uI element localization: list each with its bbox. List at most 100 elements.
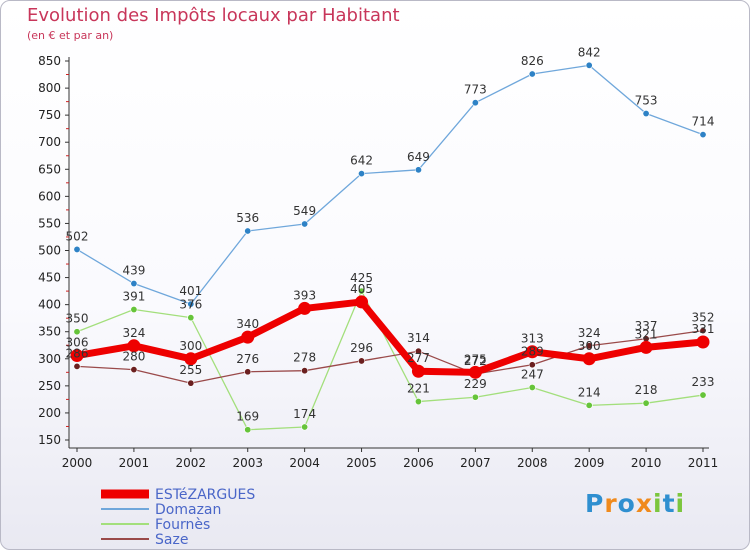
data-point (414, 398, 422, 406)
x-tick-label: 2001 (119, 456, 150, 470)
data-label: 278 (293, 351, 316, 365)
logo-letter: i (675, 489, 686, 518)
chart-title: Evolution des Impôts locaux par Habitant (27, 5, 400, 26)
logo-letter: x (635, 489, 653, 518)
data-label: 275 (464, 352, 487, 366)
data-label: 331 (692, 322, 715, 336)
data-point (184, 352, 198, 366)
data-point (355, 295, 369, 309)
data-point (414, 166, 422, 174)
data-label: 289 (521, 345, 544, 359)
chart-subtitle: (en € et par an) (27, 29, 114, 42)
data-label: 502 (66, 229, 89, 243)
data-point (582, 352, 596, 366)
data-point (130, 306, 138, 314)
data-label: 340 (236, 317, 259, 331)
data-point (642, 399, 650, 407)
data-point (301, 423, 309, 431)
data-label: 276 (236, 352, 259, 366)
logo-letter: t (662, 489, 676, 518)
data-point (699, 327, 707, 335)
logo-letter: r (604, 489, 618, 518)
logo-letter: o (617, 489, 636, 518)
data-point (585, 61, 593, 69)
data-point (301, 367, 309, 375)
y-tick-label: 600 (38, 189, 61, 203)
data-label: 255 (179, 363, 202, 377)
legend-label: ESTéZARGUES (155, 487, 255, 503)
data-label: 401 (179, 284, 202, 298)
data-label: 313 (521, 332, 544, 346)
y-tick-label: 550 (38, 216, 61, 230)
data-point (585, 401, 593, 409)
data-point (414, 347, 422, 355)
y-tick-label: 500 (38, 244, 61, 258)
data-label: 549 (293, 204, 316, 218)
y-tick-label: 700 (38, 135, 61, 149)
data-point (471, 99, 479, 107)
data-label: 753 (635, 94, 658, 108)
data-label: 714 (692, 115, 715, 129)
proxiti-logo: Proxiti (585, 489, 685, 518)
x-tick-label: 2002 (176, 456, 207, 470)
y-tick-label: 300 (38, 352, 61, 366)
data-point (585, 342, 593, 350)
data-point (73, 328, 81, 336)
data-point (70, 349, 84, 363)
data-label: 286 (66, 346, 89, 360)
data-label: 221 (407, 382, 430, 396)
legend-label: Saze (155, 532, 188, 548)
data-point (73, 245, 81, 253)
y-tick-label: 150 (38, 433, 61, 447)
series-line (76, 290, 704, 431)
data-point (298, 301, 312, 315)
data-label: 352 (692, 311, 715, 325)
data-point (528, 361, 536, 369)
data-point (187, 300, 195, 308)
data-point (244, 368, 252, 376)
data-label: 773 (464, 83, 487, 97)
data-point (301, 220, 309, 228)
data-label: 425 (350, 271, 373, 285)
data-label: 649 (407, 150, 430, 164)
data-point (642, 110, 650, 118)
data-label: 321 (635, 327, 658, 341)
x-tick-label: 2011 (688, 456, 719, 470)
data-label: 169 (236, 410, 259, 424)
data-point (358, 170, 366, 178)
data-label: 439 (122, 264, 145, 278)
data-label: 218 (635, 383, 658, 397)
data-label: 214 (578, 385, 601, 399)
data-point (528, 70, 536, 78)
data-label: 376 (179, 298, 202, 312)
data-point (187, 314, 195, 322)
data-label: 306 (66, 336, 89, 350)
data-label: 337 (635, 319, 658, 333)
data-label: 324 (578, 326, 601, 340)
y-tick-label: 200 (38, 406, 61, 420)
data-point (471, 393, 479, 401)
series-line (76, 298, 704, 376)
data-label: 296 (350, 341, 373, 355)
y-tick-label: 250 (38, 379, 61, 393)
data-point (241, 330, 255, 344)
y-tick-label: 800 (38, 81, 61, 95)
data-label: 272 (464, 354, 487, 368)
y-tick-label: 650 (38, 162, 61, 176)
x-tick-label: 2007 (460, 456, 491, 470)
y-tick-label: 400 (38, 298, 61, 312)
legend-label: Domazan (155, 502, 221, 518)
data-label: 300 (578, 339, 601, 353)
data-label: 642 (350, 154, 373, 168)
data-point (244, 426, 252, 434)
data-point (130, 280, 138, 288)
legend-label: Fournès (155, 517, 210, 533)
data-label: 174 (293, 407, 316, 421)
data-label: 826 (521, 54, 544, 68)
data-label: 233 (692, 375, 715, 389)
data-label: 229 (464, 377, 487, 391)
y-tick-label: 350 (38, 325, 61, 339)
data-label: 280 (122, 350, 145, 364)
